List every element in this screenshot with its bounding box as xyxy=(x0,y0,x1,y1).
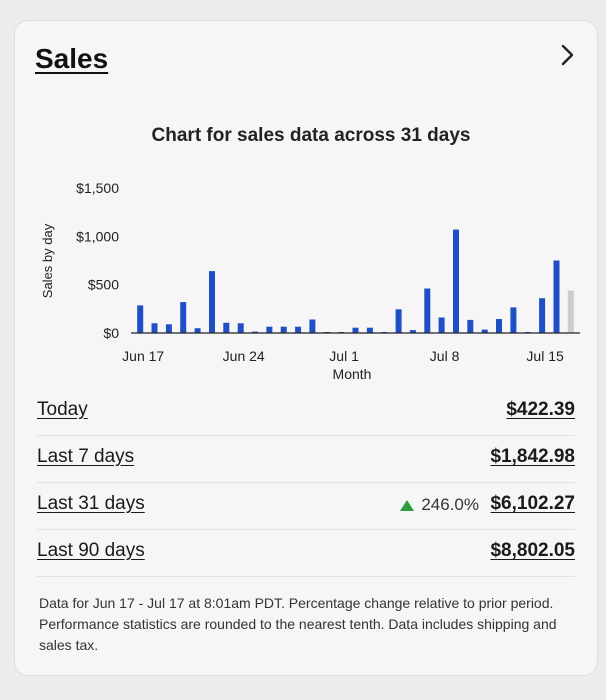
bar-jun-20[interactable] xyxy=(180,302,187,333)
bar-jun-25[interactable] xyxy=(252,331,258,333)
card-title-sales-link[interactable]: Sales xyxy=(35,43,109,74)
x-tick-label: Jun 24 xyxy=(223,348,265,364)
bar-jul-11[interactable] xyxy=(481,329,488,333)
bar-jun-27[interactable] xyxy=(280,326,287,333)
footnote-text: Data for Jun 17 - Jul 17 at 8:01am PDT. … xyxy=(39,595,557,653)
chart-y-axis-label: Sales by day xyxy=(40,223,55,298)
stat-value-last-31-days[interactable]: $6,102.27 xyxy=(490,493,575,514)
bar-jul-6[interactable] xyxy=(409,330,416,333)
chart-x-axis-label: Month xyxy=(333,366,372,382)
stats-list: Today $422.39 Last 7 days $1,842.98 Last… xyxy=(37,389,575,577)
bar-jun-24[interactable] xyxy=(237,323,244,333)
y-tick-label: $0 xyxy=(103,325,119,341)
bar-jul-9[interactable] xyxy=(453,229,459,333)
trend-up-icon xyxy=(400,499,415,511)
bar-jun-23[interactable] xyxy=(223,322,230,333)
bar-jul-3[interactable] xyxy=(366,327,373,333)
bar-jun-18[interactable] xyxy=(151,323,158,333)
stat-row-last-31-days: Last 31 days 246.0% $6,102.27 xyxy=(37,483,575,530)
stat-value-today[interactable]: $422.39 xyxy=(506,399,575,420)
y-axis-ticks: $0 $500 $1,000 $1,500 xyxy=(76,180,119,341)
stat-label-last-7-days[interactable]: Last 7 days xyxy=(37,446,135,467)
sales-bar-chart: Chart for sales data across 31 days Sale… xyxy=(40,125,580,382)
x-tick-label: Jun 17 xyxy=(122,348,164,364)
x-axis-ticks: Jun 17 Jun 24 Jul 1 Jul 8 Jul 15 xyxy=(122,348,564,364)
stat-label-last-90-days[interactable]: Last 90 days xyxy=(37,540,145,561)
bar-jul-10[interactable] xyxy=(467,319,474,333)
x-tick-label: Jul 1 xyxy=(329,348,359,364)
bar-jul-8[interactable] xyxy=(438,317,445,334)
stat-change-value: 246.0% xyxy=(421,495,479,514)
chart-title: Chart for sales data across 31 days xyxy=(152,125,471,146)
stat-row-today: Today $422.39 xyxy=(37,389,575,436)
bar-jul-5[interactable] xyxy=(395,309,402,333)
bar-jun-17[interactable] xyxy=(137,305,144,333)
y-tick-label: $1,500 xyxy=(76,180,119,196)
bar-jul-2[interactable] xyxy=(352,327,359,333)
bar-jun-29[interactable] xyxy=(309,319,316,334)
bar-jul-13[interactable] xyxy=(510,307,517,333)
y-tick-label: $500 xyxy=(88,277,119,293)
bar-jun-26[interactable] xyxy=(266,326,273,333)
bar-jul-16[interactable] xyxy=(553,260,560,334)
bar-jul-17[interactable] xyxy=(567,290,574,334)
bar-jun-22[interactable] xyxy=(209,271,215,333)
chart-bars xyxy=(137,229,574,334)
x-tick-label: Jul 8 xyxy=(430,348,460,364)
stat-row-last-90-days: Last 90 days $8,802.05 xyxy=(37,530,575,577)
sales-card: Sales Chart for sales data across 31 day… xyxy=(14,20,598,676)
y-tick-label: $1,000 xyxy=(76,228,119,244)
stat-change-last-31-days: 246.0% xyxy=(400,495,479,515)
bar-jul-7[interactable] xyxy=(424,288,431,334)
bar-jun-19[interactable] xyxy=(165,324,172,333)
bar-jul-12[interactable] xyxy=(496,319,502,333)
bar-jul-15[interactable] xyxy=(539,298,546,333)
x-tick-label: Jul 15 xyxy=(526,348,564,364)
bar-jun-28[interactable] xyxy=(295,326,302,333)
stat-row-last-7-days: Last 7 days $1,842.98 xyxy=(37,436,575,483)
stat-label-today[interactable]: Today xyxy=(37,399,88,420)
stat-label-last-31-days[interactable]: Last 31 days xyxy=(37,493,145,514)
stat-value-last-90-days[interactable]: $8,802.05 xyxy=(490,540,575,561)
bar-jun-21[interactable] xyxy=(194,328,201,333)
stat-value-last-7-days[interactable]: $1,842.98 xyxy=(490,446,575,467)
chevron-right-icon[interactable] xyxy=(555,43,579,67)
